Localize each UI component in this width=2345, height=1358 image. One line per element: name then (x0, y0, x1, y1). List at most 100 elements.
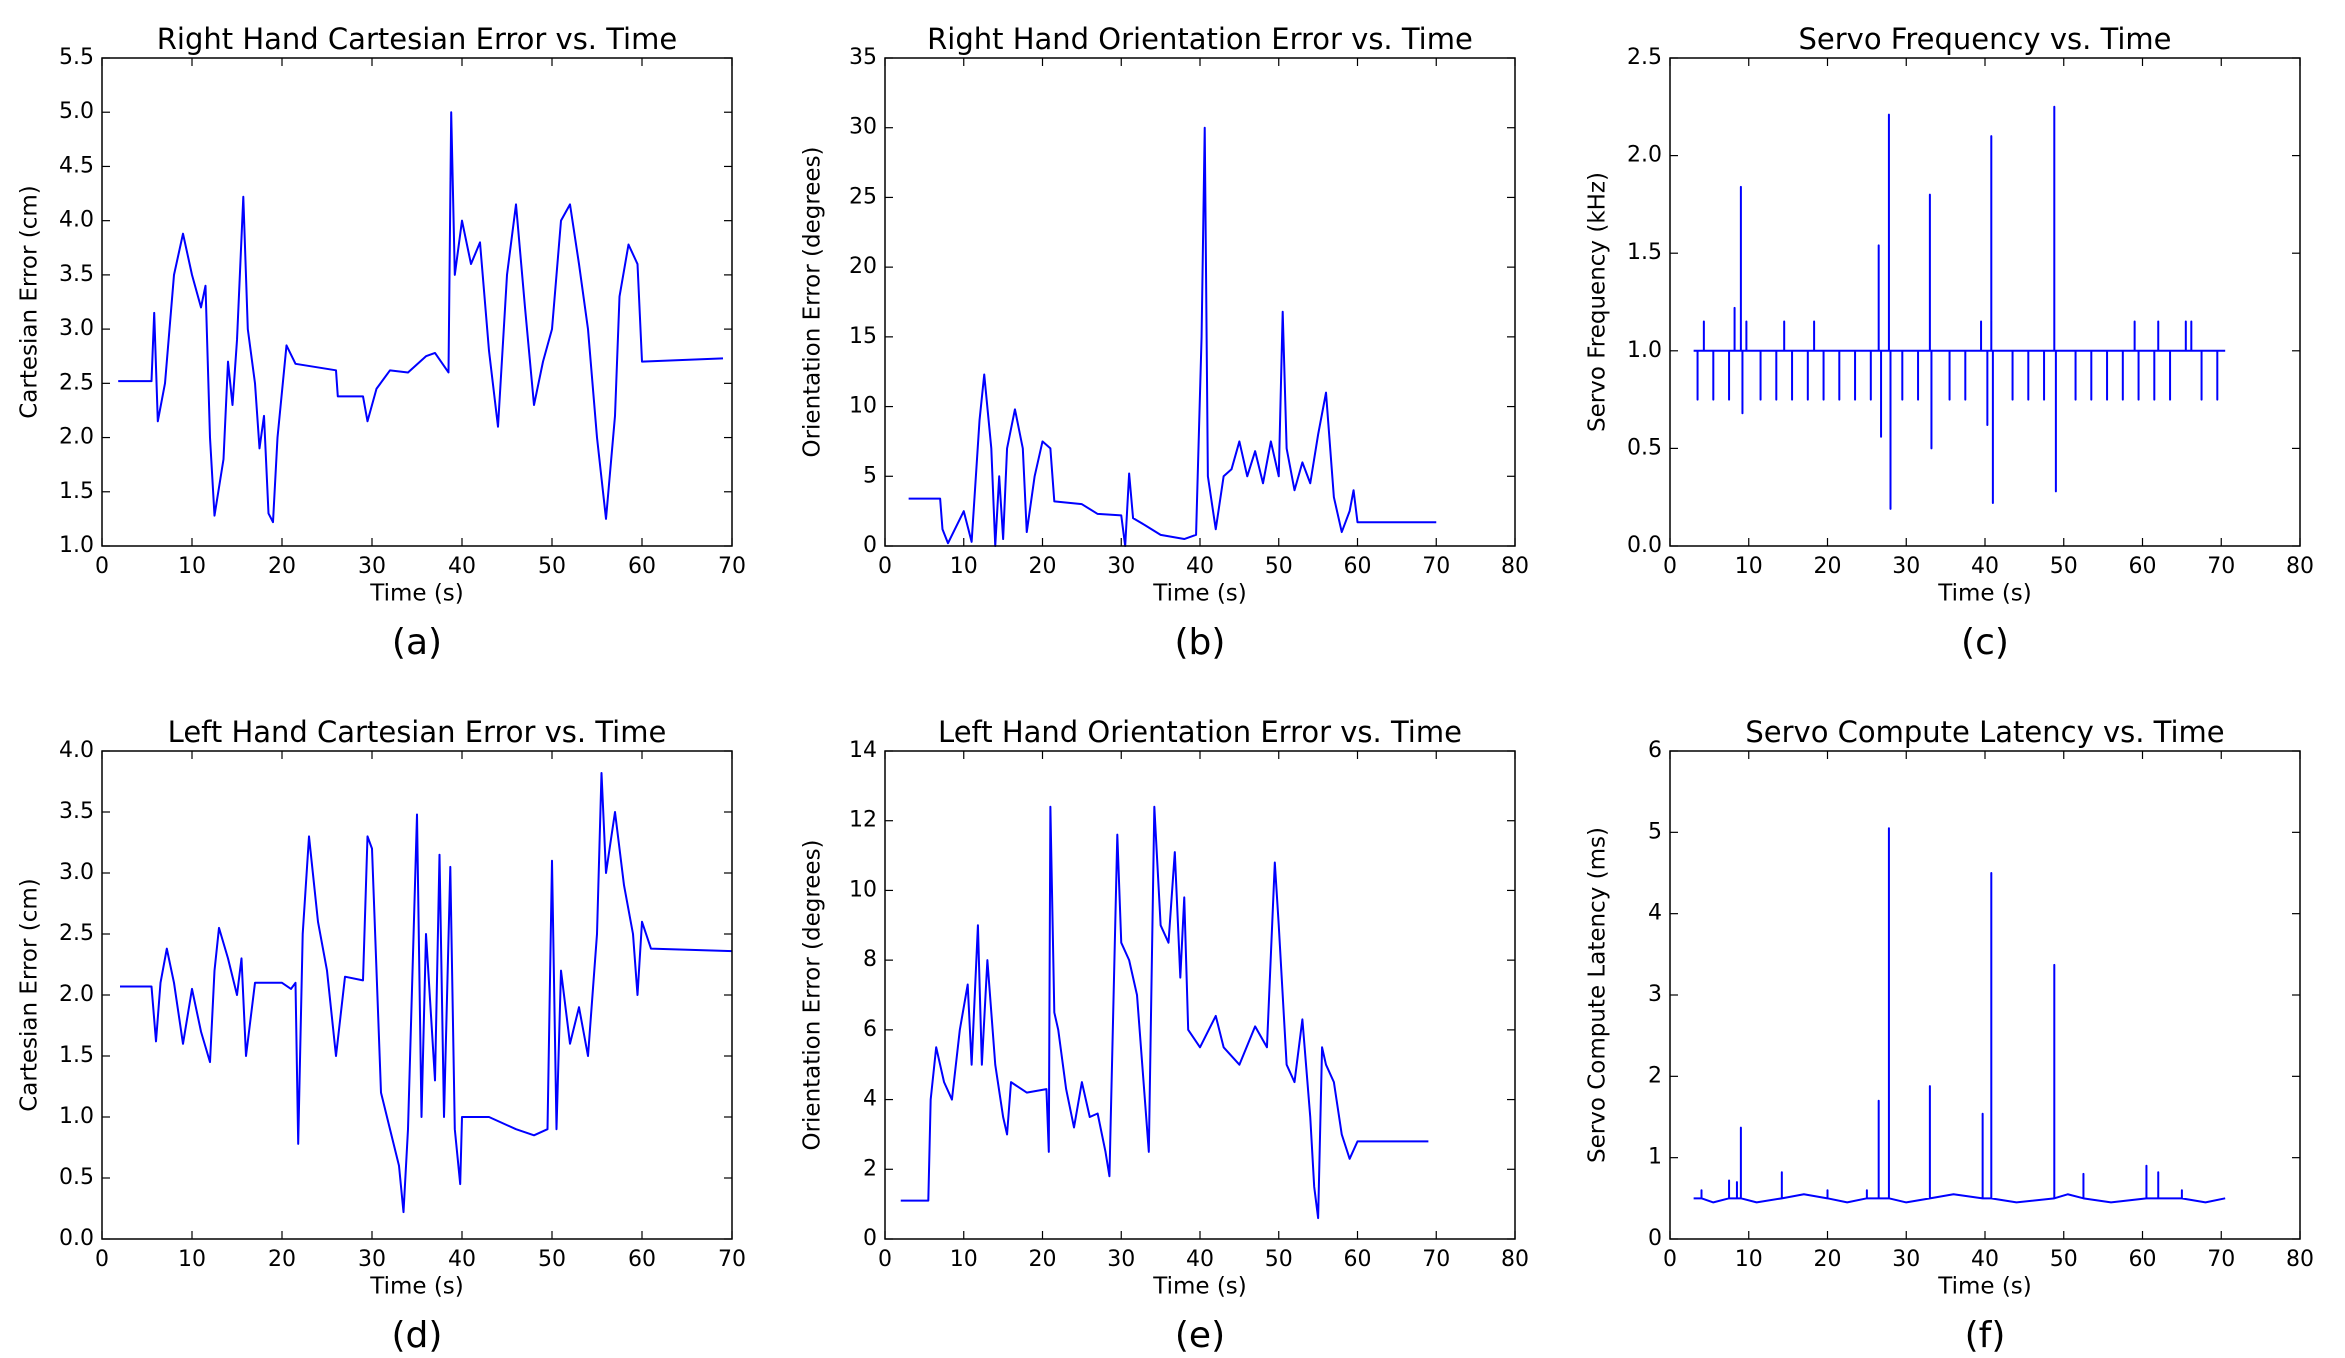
x-tick-label: 10 (1735, 1247, 1763, 1272)
y-tick-label: 35 (849, 45, 877, 70)
x-tick-label: 60 (1344, 554, 1372, 579)
x-tick-label: 10 (950, 1247, 978, 1272)
y-axis-label: Orientation Error (degrees) (800, 146, 826, 457)
chart-title: Left Hand Cartesian Error vs. Time (168, 715, 667, 749)
x-tick-label: 80 (1501, 1247, 1529, 1272)
x-axis-label: Time (s) (369, 581, 464, 607)
y-tick-label: 1.5 (59, 479, 94, 504)
x-tick-label: 40 (1971, 554, 1999, 579)
x-tick-label: 80 (2286, 554, 2314, 579)
y-tick-label: 1.5 (1627, 240, 1662, 265)
y-axis-label: Cartesian Error (cm) (17, 185, 43, 419)
x-tick-label: 50 (538, 1247, 566, 1272)
y-tick-label: 8 (863, 947, 877, 972)
x-tick-label: 20 (268, 554, 296, 579)
x-tick-label: 20 (1814, 554, 1842, 579)
x-tick-label: 0 (95, 554, 109, 579)
x-tick-label: 60 (1344, 1247, 1372, 1272)
x-tick-label: 0 (878, 554, 892, 579)
x-tick-label: 70 (718, 1247, 746, 1272)
x-tick-label: 10 (178, 1247, 206, 1272)
y-tick-label: 15 (849, 324, 877, 349)
chart-title: Servo Compute Latency vs. Time (1745, 715, 2224, 749)
caption: (c) (1961, 622, 2009, 663)
y-tick-label: 4.0 (59, 208, 94, 233)
y-tick-label: 3.5 (59, 262, 94, 287)
y-tick-label: 5 (1648, 819, 1662, 844)
data-line (900, 805, 1429, 1220)
x-tick-label: 70 (2207, 1247, 2235, 1272)
x-tick-label: 50 (2050, 554, 2078, 579)
x-tick-label: 20 (1814, 1247, 1842, 1272)
x-tick-label: 30 (1107, 1247, 1135, 1272)
y-tick-label: 0 (1648, 1226, 1662, 1251)
x-tick-label: 50 (1265, 1247, 1293, 1272)
data-line (1693, 105, 2226, 510)
x-tick-label: 20 (1029, 1247, 1057, 1272)
y-tick-label: 2.5 (59, 370, 94, 395)
y-axis-label: Orientation Error (degrees) (800, 839, 826, 1150)
x-tick-label: 50 (538, 554, 566, 579)
y-tick-label: 1.0 (59, 533, 94, 558)
y-tick-label: 10 (849, 394, 877, 419)
x-tick-label: 50 (2050, 1247, 2078, 1272)
chart-title: Left Hand Orientation Error vs. Time (938, 715, 1462, 749)
x-tick-label: 0 (1663, 554, 1677, 579)
plot-area (1670, 751, 2300, 1239)
y-tick-label: 12 (849, 808, 877, 833)
x-tick-label: 0 (95, 1247, 109, 1272)
y-tick-label: 4.5 (59, 153, 94, 178)
plot-area (1670, 58, 2300, 546)
y-tick-label: 3.0 (59, 860, 94, 885)
y-tick-label: 2.5 (1627, 45, 1662, 70)
y-tick-label: 5.0 (59, 99, 94, 124)
y-tick-label: 0 (863, 533, 877, 558)
y-tick-label: 5.5 (59, 45, 94, 70)
y-tick-label: 6 (1648, 738, 1662, 763)
y-tick-label: 14 (849, 738, 877, 763)
y-tick-label: 1.5 (59, 1043, 94, 1068)
x-tick-label: 60 (628, 1247, 656, 1272)
x-tick-label: 30 (1107, 554, 1135, 579)
x-tick-label: 80 (1501, 554, 1529, 579)
x-tick-label: 60 (628, 554, 656, 579)
y-axis-label: Servo Compute Latency (ms) (1585, 827, 1611, 1163)
y-tick-label: 2.0 (1627, 143, 1662, 168)
x-tick-label: 0 (1663, 1247, 1677, 1272)
y-tick-label: 3.5 (59, 799, 94, 824)
data-line (120, 771, 733, 1214)
x-tick-label: 30 (1892, 554, 1920, 579)
y-tick-label: 2.5 (59, 921, 94, 946)
x-tick-label: 40 (1186, 554, 1214, 579)
y-tick-label: 0 (863, 1226, 877, 1251)
y-tick-label: 0.0 (1627, 533, 1662, 558)
y-tick-label: 10 (849, 877, 877, 902)
y-tick-label: 30 (849, 115, 877, 140)
y-tick-label: 5 (863, 463, 877, 488)
axes-frame (101, 57, 733, 547)
x-axis-label: Time (s) (1152, 581, 1247, 607)
x-tick-label: 10 (950, 554, 978, 579)
x-tick-label: 70 (1422, 554, 1450, 579)
x-tick-label: 70 (1422, 1247, 1450, 1272)
caption: (d) (392, 1315, 443, 1356)
caption: (b) (1175, 622, 1226, 663)
x-tick-label: 10 (1735, 554, 1763, 579)
y-tick-label: 1.0 (1627, 338, 1662, 363)
x-tick-label: 70 (718, 554, 746, 579)
chart-title: Right Hand Cartesian Error vs. Time (157, 22, 677, 56)
y-tick-label: 6 (863, 1017, 877, 1042)
x-tick-label: 40 (448, 1247, 476, 1272)
y-tick-label: 4 (1648, 901, 1662, 926)
x-axis-label: Time (s) (369, 1274, 464, 1300)
x-axis-label: Time (s) (1937, 581, 2032, 607)
y-tick-label: 1.0 (59, 1104, 94, 1129)
y-tick-label: 1 (1648, 1145, 1662, 1170)
x-axis-label: Time (s) (1937, 1274, 2032, 1300)
plot-area (885, 58, 1515, 546)
y-tick-label: 2.0 (59, 425, 94, 450)
y-tick-label: 0.5 (1627, 435, 1662, 460)
data-line (118, 111, 724, 524)
